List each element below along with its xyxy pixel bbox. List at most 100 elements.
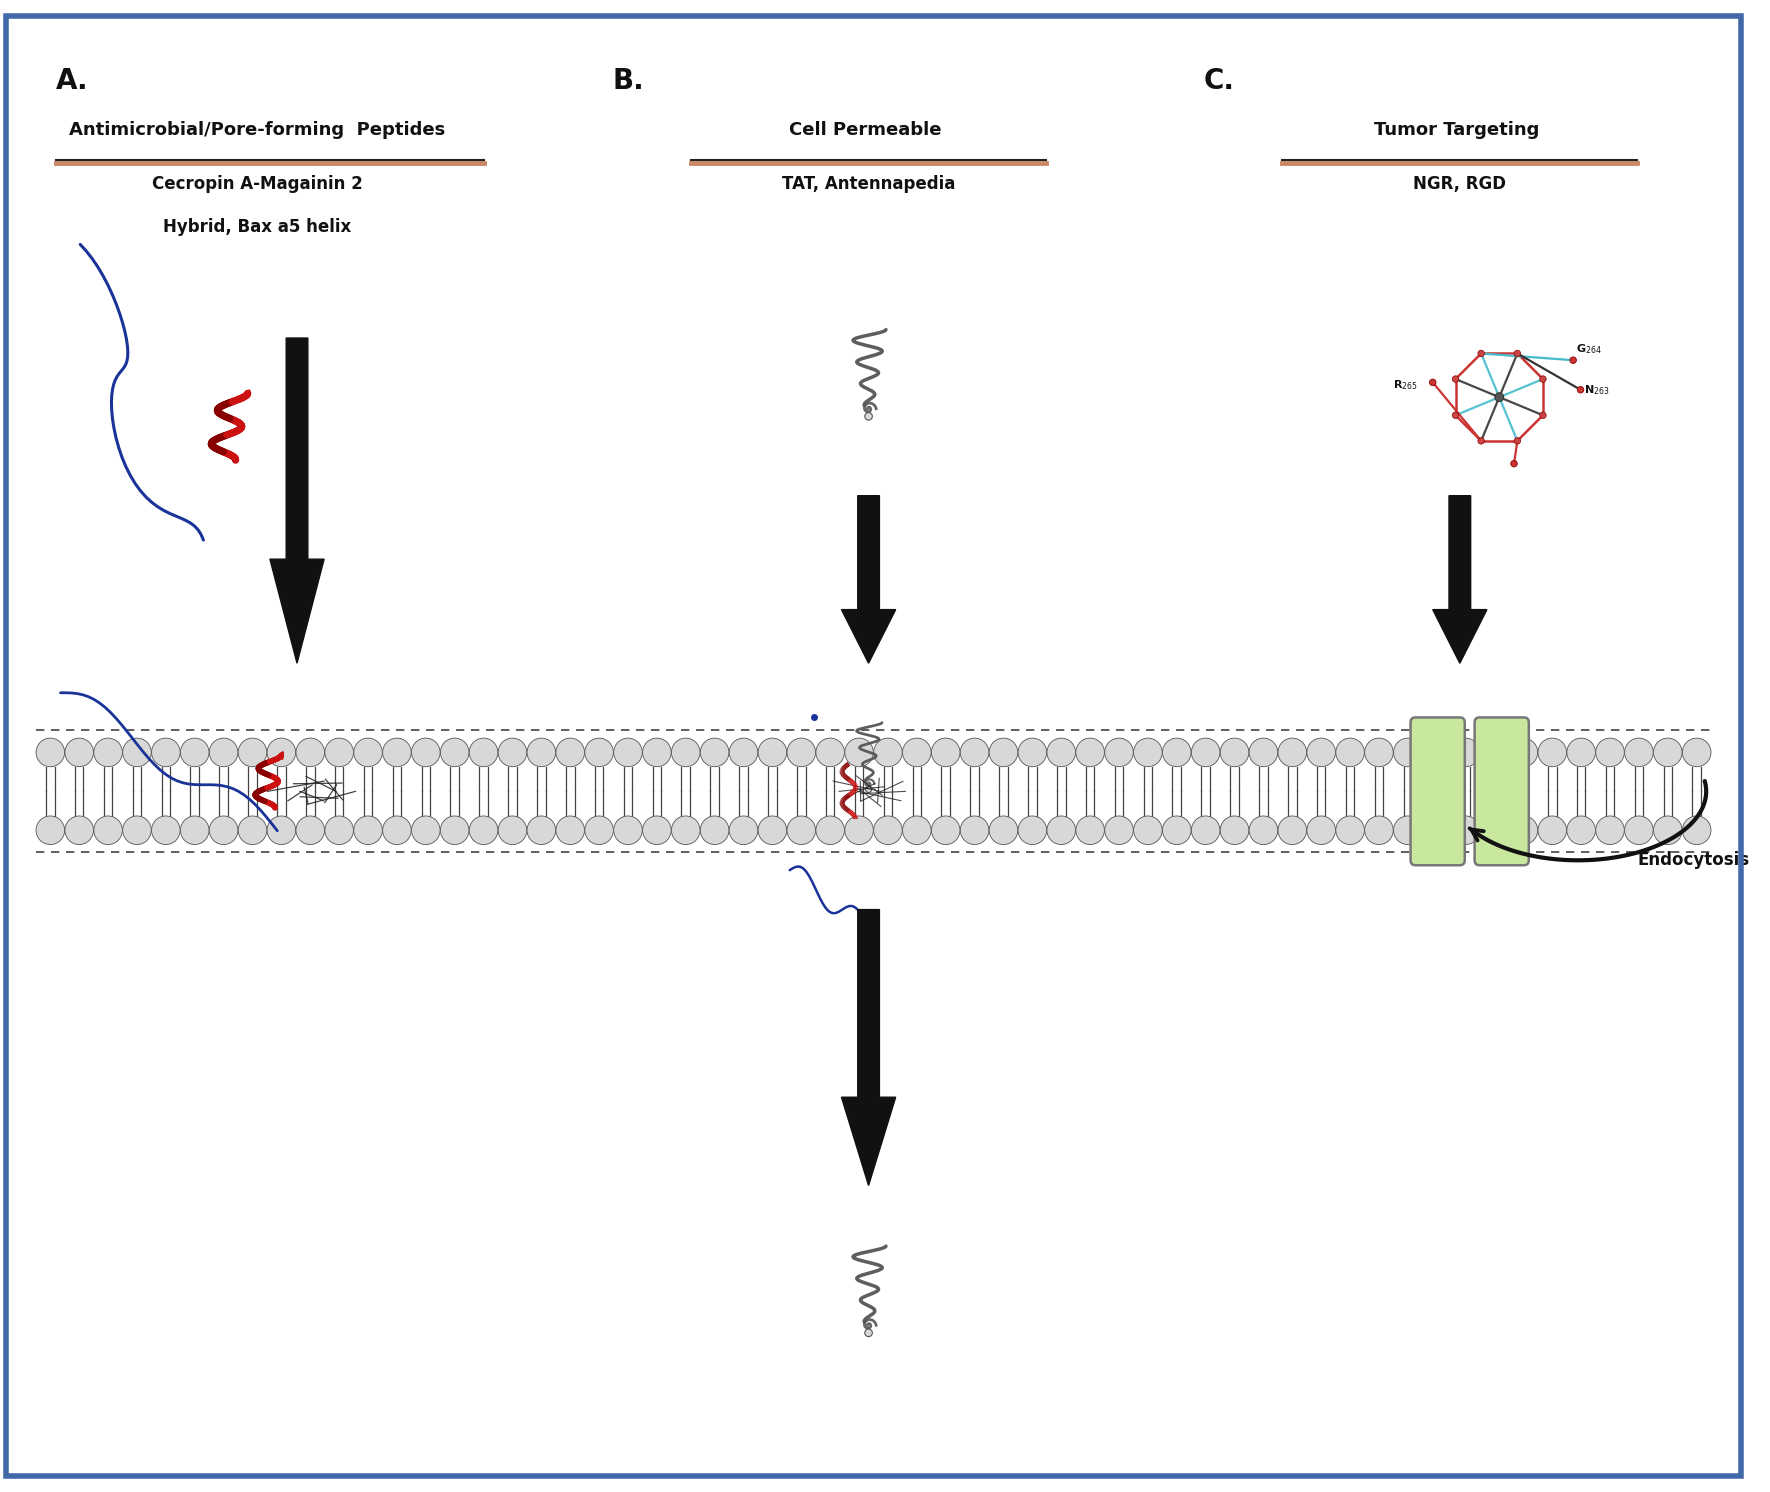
Circle shape (1018, 816, 1046, 844)
Circle shape (1597, 739, 1625, 767)
Circle shape (1453, 376, 1458, 382)
Circle shape (874, 739, 903, 767)
Circle shape (701, 816, 729, 844)
Circle shape (1306, 816, 1336, 844)
Circle shape (209, 816, 237, 844)
Circle shape (411, 816, 441, 844)
Circle shape (1133, 816, 1163, 844)
Text: B.: B. (612, 67, 644, 95)
Circle shape (497, 816, 527, 844)
FancyBboxPatch shape (1474, 718, 1529, 865)
Circle shape (181, 816, 209, 844)
FancyBboxPatch shape (1411, 718, 1466, 865)
Circle shape (326, 739, 354, 767)
Circle shape (1566, 739, 1595, 767)
Circle shape (1365, 816, 1393, 844)
Circle shape (671, 816, 701, 844)
Circle shape (1653, 816, 1682, 844)
Circle shape (1306, 739, 1336, 767)
Text: G$_{264}$: G$_{264}$ (1575, 342, 1602, 355)
Circle shape (65, 739, 94, 767)
Circle shape (181, 739, 209, 767)
Circle shape (961, 739, 989, 767)
FancyArrow shape (269, 339, 324, 664)
Circle shape (354, 816, 382, 844)
Circle shape (382, 816, 411, 844)
Circle shape (729, 739, 758, 767)
Circle shape (671, 739, 701, 767)
Circle shape (1104, 816, 1133, 844)
Circle shape (556, 816, 584, 844)
Circle shape (989, 739, 1018, 767)
Text: Tumor Targeting: Tumor Targeting (1374, 121, 1545, 139)
Circle shape (1220, 816, 1250, 844)
Circle shape (1250, 816, 1278, 844)
Circle shape (1163, 816, 1191, 844)
Circle shape (844, 816, 873, 844)
Circle shape (931, 739, 959, 767)
Circle shape (527, 739, 556, 767)
Circle shape (1570, 357, 1577, 364)
Circle shape (469, 739, 497, 767)
Circle shape (296, 816, 324, 844)
Text: Endocytosis: Endocytosis (1637, 852, 1749, 870)
Circle shape (94, 816, 122, 844)
Circle shape (1577, 386, 1584, 392)
Circle shape (1540, 412, 1547, 419)
Circle shape (1076, 739, 1104, 767)
Circle shape (1566, 816, 1595, 844)
Circle shape (1278, 739, 1306, 767)
FancyArrow shape (841, 910, 896, 1186)
Circle shape (1018, 739, 1046, 767)
Circle shape (1453, 412, 1458, 419)
Circle shape (326, 816, 354, 844)
Circle shape (866, 413, 873, 421)
Circle shape (527, 816, 556, 844)
Circle shape (1510, 739, 1538, 767)
Circle shape (1538, 739, 1566, 767)
Circle shape (1653, 739, 1682, 767)
Circle shape (866, 786, 871, 792)
Circle shape (267, 816, 296, 844)
Circle shape (1191, 816, 1220, 844)
Circle shape (1540, 376, 1547, 382)
Circle shape (239, 739, 267, 767)
Circle shape (788, 816, 816, 844)
Circle shape (874, 816, 903, 844)
Circle shape (844, 739, 873, 767)
Circle shape (643, 816, 671, 844)
Circle shape (1423, 816, 1451, 844)
Circle shape (989, 816, 1018, 844)
Circle shape (931, 816, 959, 844)
Text: TAT, Antennapedia: TAT, Antennapedia (782, 176, 956, 194)
Circle shape (1510, 816, 1538, 844)
Circle shape (1278, 816, 1306, 844)
Circle shape (816, 816, 844, 844)
Text: Hybrid, Bax a5 helix: Hybrid, Bax a5 helix (163, 218, 352, 236)
Circle shape (382, 739, 411, 767)
Circle shape (1104, 739, 1133, 767)
Text: Cecropin A-Magainin 2: Cecropin A-Magainin 2 (152, 176, 363, 194)
Circle shape (152, 739, 181, 767)
Text: Cell Permeable: Cell Permeable (789, 121, 949, 139)
Circle shape (903, 739, 931, 767)
Circle shape (758, 739, 786, 767)
Circle shape (35, 739, 65, 767)
Circle shape (788, 739, 816, 767)
Circle shape (1163, 739, 1191, 767)
Text: C.: C. (1204, 67, 1235, 95)
Circle shape (267, 739, 296, 767)
Text: N$_{263}$: N$_{263}$ (1584, 383, 1609, 397)
Circle shape (122, 739, 150, 767)
Circle shape (584, 816, 614, 844)
Circle shape (758, 816, 786, 844)
Circle shape (1512, 461, 1517, 467)
Circle shape (1423, 739, 1451, 767)
Circle shape (1430, 379, 1435, 385)
Circle shape (1538, 816, 1566, 844)
Circle shape (1133, 739, 1163, 767)
FancyArrow shape (841, 495, 896, 664)
Text: R$_{265}$: R$_{265}$ (1393, 379, 1418, 392)
Text: A.: A. (55, 67, 88, 95)
Circle shape (556, 739, 584, 767)
